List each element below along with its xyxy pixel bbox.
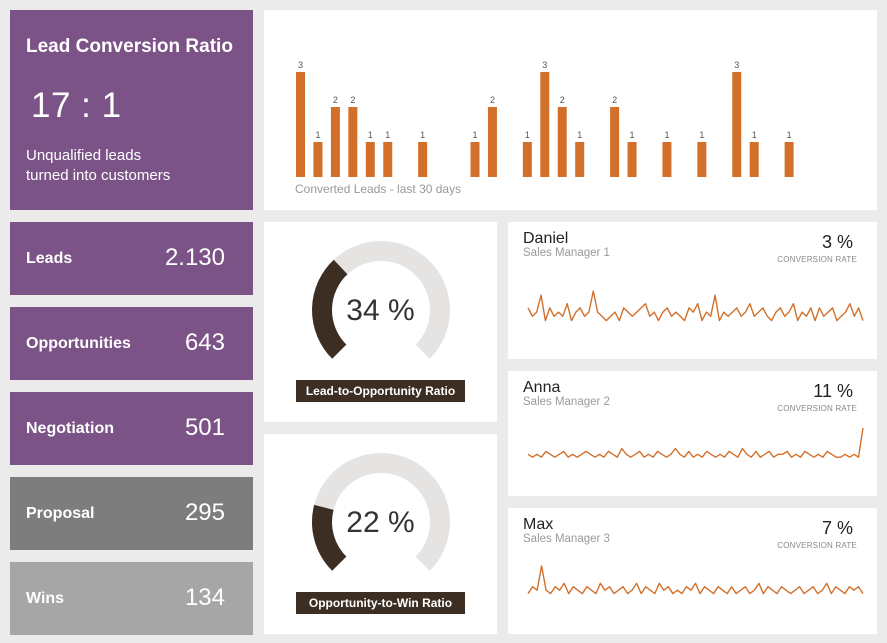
converted-leads-chart-card: 3 1 2 2 1 1 1 1 2 1 3 2 1 2 1 1 1 3 1 1 Converted Leads - la…	[264, 10, 877, 210]
stat-value: 295	[184, 499, 225, 526]
bar-data-label: 1	[699, 130, 704, 140]
gauge-label: Lead-to-Opportunity Ratio	[296, 380, 465, 402]
bar-data-label: 1	[525, 130, 530, 140]
stat-value: 134	[184, 584, 225, 611]
stat-card-proposal: Proposal 295	[10, 477, 253, 550]
manager-card-daniel: Daniel Sales Manager 1 3 % CONVERSION RA…	[508, 222, 877, 359]
manager-name: Daniel	[523, 230, 569, 247]
stat-label: Proposal	[26, 505, 95, 522]
hero-ratio: 17 : 1	[31, 86, 122, 125]
bar	[662, 142, 672, 177]
stat-value: 643	[184, 329, 225, 356]
hero-title: Lead Conversion Ratio	[26, 36, 233, 57]
bar	[470, 142, 480, 177]
bar	[348, 107, 358, 177]
manager-rate: 7 %	[821, 518, 853, 538]
manager-role: Sales Manager 3	[523, 533, 610, 545]
hero-description-line2: turned into customers	[26, 167, 171, 184]
sparkline-max	[527, 565, 864, 595]
stat-value: 501	[184, 414, 225, 441]
sparkline-path	[527, 290, 864, 322]
sparkline-path	[527, 565, 864, 595]
hero-description: Unqualified leads turned into customers	[26, 146, 226, 186]
manager-rate: 11 %	[813, 381, 853, 401]
manager-rate: 3 %	[821, 232, 853, 252]
stat-card-opportunities: Opportunities 643	[10, 307, 253, 380]
bar	[732, 72, 742, 177]
sparkline-anna	[527, 427, 864, 458]
bar-data-label: 1	[420, 130, 425, 140]
bar-data-label: 3	[542, 60, 547, 70]
bar	[383, 142, 393, 177]
gauge-value: 22 %	[346, 506, 415, 539]
bar	[610, 107, 620, 177]
manager-role: Sales Manager 2	[523, 396, 610, 408]
manager-role: Sales Manager 1	[523, 247, 610, 259]
bar	[487, 107, 497, 177]
stat-label: Opportunities	[26, 335, 131, 352]
bar	[296, 72, 305, 177]
bar-data-label: 3	[734, 60, 739, 70]
bar	[522, 142, 532, 177]
manager-card-anna: Anna Sales Manager 2 11 % CONVERSION RAT…	[508, 371, 877, 496]
bar-data-label: 2	[333, 95, 338, 105]
stat-value: 2.130	[164, 244, 225, 271]
converted-leads-chart: 3 1 2 2 1 1 1 1 2 1 3 2 1 2 1 1 1 3 1 1 Converted Leads - la…	[295, 60, 794, 196]
bar	[627, 142, 637, 177]
stat-card-negotiation: Negotiation 501	[10, 392, 253, 465]
bar-data-label: 1	[368, 130, 373, 140]
bar	[313, 142, 323, 177]
gauge-value: 34 %	[346, 294, 415, 327]
chart-title: Converted Leads - last 30 days	[295, 182, 461, 196]
bar-data-label: 1	[315, 130, 320, 140]
bar	[575, 142, 585, 177]
stat-card-wins: Wins 134	[10, 562, 253, 635]
bar-data-label: 1	[787, 130, 792, 140]
bar	[749, 142, 759, 177]
bar-data-label: 1	[472, 130, 477, 140]
gauge-opportunity-to-win	[312, 453, 450, 571]
bar-data-label: 1	[664, 130, 669, 140]
gauge-fill	[312, 259, 348, 359]
stat-label: Leads	[26, 250, 73, 267]
bar-data-label: 2	[560, 95, 565, 105]
bar-data-label: 1	[385, 130, 390, 140]
manager-card-max: Max Sales Manager 3 7 % CONVERSION RATE	[508, 508, 877, 634]
gauge-lead-to-opportunity	[312, 241, 450, 359]
stat-card-leads: Leads 2.130	[10, 222, 253, 295]
gauge-fill	[312, 504, 347, 571]
bar	[784, 142, 794, 177]
bar-data-label: 1	[630, 130, 635, 140]
manager-name: Anna	[523, 379, 561, 396]
stat-label: Negotiation	[26, 420, 114, 437]
bar	[540, 72, 550, 177]
bar-data-label: 2	[612, 95, 617, 105]
manager-name: Max	[523, 516, 554, 533]
gauge-card-opportunity-to-win: 22 % Opportunity-to-Win Ratio	[264, 434, 497, 634]
sparkline-path	[527, 427, 864, 458]
bar-data-label: 2	[490, 95, 495, 105]
bar	[697, 142, 707, 177]
bar-data-label: 3	[298, 60, 303, 70]
lead-conversion-card: Lead Conversion Ratio 17 : 1 Unqualified…	[10, 10, 253, 210]
gauge-card-lead-to-opportunity: 34 % Lead-to-Opportunity Ratio	[264, 222, 497, 422]
manager-rate-label: CONVERSION RATE	[777, 541, 857, 550]
manager-rate-label: CONVERSION RATE	[777, 404, 857, 413]
bar-data-label: 2	[350, 95, 355, 105]
gauge-label: Opportunity-to-Win Ratio	[296, 592, 465, 614]
bar	[330, 107, 340, 177]
bar	[557, 107, 567, 177]
bar	[365, 142, 375, 177]
bar-data-label: 1	[752, 130, 757, 140]
hero-description-line1: Unqualified leads	[26, 147, 142, 164]
bar-data-label: 1	[577, 130, 582, 140]
stat-label: Wins	[26, 590, 65, 607]
manager-rate-label: CONVERSION RATE	[777, 255, 857, 264]
bar	[418, 142, 428, 177]
sparkline-daniel	[527, 290, 864, 322]
